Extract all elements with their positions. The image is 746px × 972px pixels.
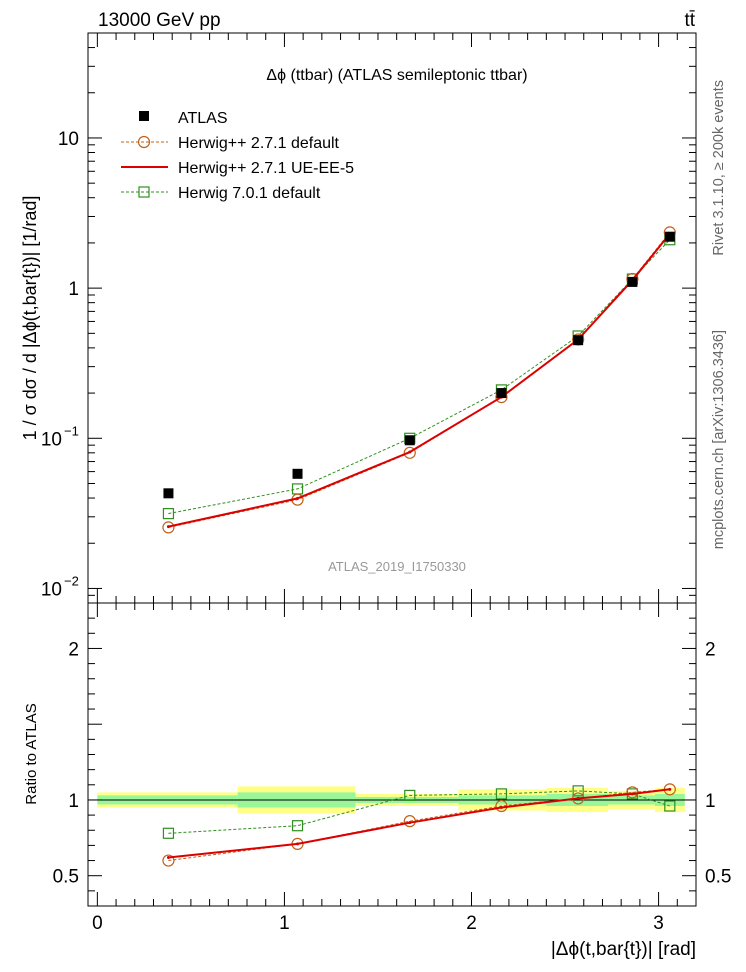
- main-point-data: [404, 435, 415, 446]
- main-point-herwigpp_default: [162, 521, 175, 534]
- main-ytick-exponent: −2: [64, 573, 79, 588]
- ratio-xtick-label: 1: [279, 913, 290, 934]
- main-ylabel: 1 / σ dσ / d |Δϕ(t,bar{t})| [1/rad]: [20, 196, 40, 441]
- header-left: 13000 GeV pp: [98, 10, 221, 31]
- main-ytick-base: 10: [58, 129, 79, 150]
- ratio-xtick-label: 0: [92, 913, 103, 934]
- main-point-data: [627, 276, 638, 287]
- ratio-point-herwigpp_ueee5: [630, 792, 634, 796]
- ratio-point-herwigpp_ueee5: [296, 842, 300, 846]
- main-ytick-base: 10: [41, 429, 62, 450]
- main-point-herwigpp_ueee5: [408, 450, 412, 454]
- legend-label-data: ATLAS: [178, 110, 228, 127]
- ratio-point-herwigpp_ueee5: [668, 787, 672, 791]
- rivet-label: Rivet 3.1.10, ≥ 200k events: [711, 80, 727, 256]
- ratio-panel: Ratio to ATLAS |Δϕ(t,bar{t})| [rad] 0 1 2 3…: [23, 602, 731, 960]
- ratio-point-herwig7_default: [495, 788, 508, 800]
- main-point-herwig7_default: [162, 508, 175, 520]
- main-ytick-base: 10: [41, 579, 62, 600]
- main-series: [162, 226, 676, 534]
- ratio-point-herwigpp_ueee5: [576, 796, 580, 800]
- ratio-line-herwig7_default: [168, 790, 670, 834]
- x-axis-label: |Δϕ(t,bar{t})| [rad]: [551, 939, 696, 960]
- main-ytick-label: 1: [68, 279, 79, 300]
- main-point-data: [573, 335, 584, 346]
- main-point-herwigpp_ueee5: [296, 496, 300, 500]
- ratio-ytick-label-right: 2: [705, 639, 716, 660]
- ratio-frame: [87, 602, 697, 907]
- legend: ATLAS Herwig++ 2.7.1 default Herwig++ 2.…: [121, 110, 354, 202]
- main-point-data: [292, 468, 303, 479]
- ratio-point-herwig7_default: [291, 820, 304, 832]
- main-line-herwigpp_ueee5: [168, 233, 671, 528]
- ratio-ytick-label: 1: [68, 791, 79, 812]
- legend-label-herwigpp-default: Herwig++ 2.7.1 default: [178, 135, 340, 152]
- ratio-ytick-label: 2: [68, 639, 79, 660]
- ratio-point-herwig7_default: [664, 800, 676, 812]
- legend-label-herwig7-default: Herwig 7.0.1 default: [178, 185, 321, 202]
- ratio-ytick-label: 0.5: [53, 867, 79, 888]
- legend-label-herwigpp-ueee5: Herwig++ 2.7.1 UE-EE-5: [178, 160, 354, 177]
- ratio-xtick-label: 2: [466, 913, 477, 934]
- ratio-point-herwig7_default: [162, 827, 175, 839]
- ratio-point-herwigpp_ueee5: [408, 821, 412, 825]
- ratio-ylabel: Ratio to ATLAS: [23, 703, 40, 804]
- ratio-point-herwigpp_ueee5: [499, 806, 503, 810]
- ratio-series: [162, 783, 676, 867]
- ratio-xtick-label: 3: [653, 913, 664, 934]
- ratio-point-herwig7_default: [572, 785, 584, 797]
- header-right: tt̄: [684, 10, 695, 31]
- legend-marker-data: [139, 111, 149, 121]
- legend-marker-herwig7-default: [138, 186, 150, 198]
- main-ytick-label: 10 −1: [41, 423, 79, 450]
- main-point-herwigpp_ueee5: [166, 525, 170, 529]
- main-ytick-label: 10: [58, 129, 79, 150]
- main-ytick-label: 10 −2: [41, 573, 79, 600]
- main-point-data: [496, 388, 507, 399]
- ratio-point-herwig7_default: [404, 789, 416, 802]
- main-ytick-exponent: −1: [64, 423, 79, 438]
- main-point-herwigpp_default: [403, 446, 416, 459]
- ratio-ytick-label-right: 1: [705, 791, 716, 812]
- main-line-herwig7_default: [168, 239, 671, 515]
- main-panel: Δϕ (ttbar) (ATLAS semileptonic ttbar) AT…: [20, 32, 697, 604]
- main-ytick-base: 1: [68, 279, 79, 300]
- analysis-watermark: ATLAS_2019_I1750330: [328, 559, 466, 574]
- main-title: Δϕ (ttbar) (ATLAS semileptonic ttbar): [266, 67, 527, 84]
- main-point-data: [664, 231, 675, 242]
- ratio-point-herwigpp_ueee5: [166, 856, 170, 860]
- ratio-ytick-label-right: 0.5: [705, 867, 731, 888]
- ratio-point-herwigpp_default: [162, 854, 175, 867]
- main-line-herwigpp_default: [168, 232, 671, 528]
- mcplots-label: mcplots.cern.ch [arXiv:1306.3436]: [711, 330, 727, 549]
- main-point-data: [163, 488, 174, 499]
- legend-marker-herwigpp-default: [137, 135, 151, 149]
- ratio-ticks: 0 1 2 3 0.5 0.5 1 1 2 2: [53, 602, 731, 934]
